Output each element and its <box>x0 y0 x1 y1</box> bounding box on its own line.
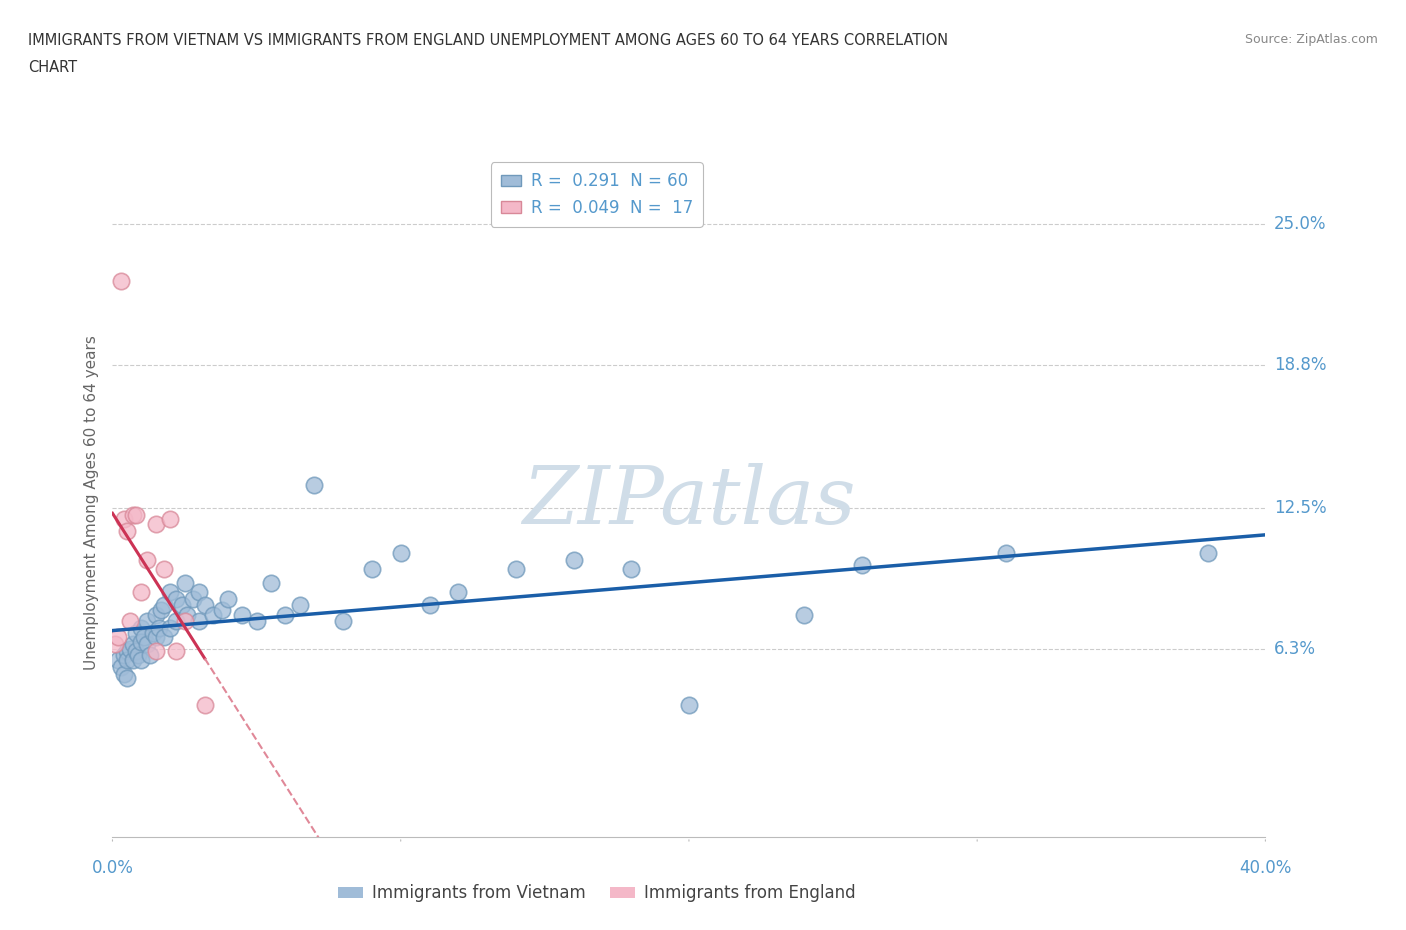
Point <box>115 671 138 685</box>
Point <box>112 648 135 663</box>
Text: 40.0%: 40.0% <box>1239 859 1292 877</box>
Point <box>562 552 585 567</box>
Legend: Immigrants from Vietnam, Immigrants from England: Immigrants from Vietnam, Immigrants from… <box>332 878 862 909</box>
Point <box>793 607 815 622</box>
Text: 0.0%: 0.0% <box>91 859 134 877</box>
Point <box>165 614 187 629</box>
Point <box>260 576 283 591</box>
Text: 25.0%: 25.0% <box>1274 215 1326 233</box>
Point <box>142 625 165 640</box>
Point <box>159 620 181 635</box>
Point <box>129 653 153 668</box>
Point <box>419 598 441 613</box>
Point <box>194 598 217 613</box>
Point <box>124 507 146 522</box>
Point <box>851 557 873 572</box>
Point <box>136 614 159 629</box>
Point <box>148 620 170 635</box>
Point <box>231 607 253 622</box>
Point <box>127 648 149 663</box>
Point <box>202 607 225 622</box>
Point <box>145 630 167 644</box>
Point <box>124 644 146 658</box>
Point <box>678 698 700 712</box>
Point <box>211 603 233 618</box>
Point <box>159 512 181 526</box>
Point <box>129 634 153 649</box>
Point <box>1197 546 1219 561</box>
Point <box>134 630 156 644</box>
Text: 12.5%: 12.5% <box>1274 498 1326 517</box>
Point <box>121 637 143 652</box>
Text: CHART: CHART <box>28 60 77 75</box>
Point <box>165 591 187 606</box>
Text: Source: ZipAtlas.com: Source: ZipAtlas.com <box>1244 33 1378 46</box>
Point <box>118 641 141 656</box>
Point <box>118 614 141 629</box>
Point <box>153 562 176 577</box>
Point <box>121 653 143 668</box>
Point <box>112 666 135 681</box>
Point <box>110 273 132 288</box>
Point <box>136 637 159 652</box>
Point <box>129 584 153 599</box>
Point <box>245 614 267 629</box>
Point <box>129 620 153 635</box>
Point <box>153 630 176 644</box>
Point <box>121 507 143 522</box>
Point <box>110 659 132 674</box>
Point <box>217 591 239 606</box>
Point <box>360 562 382 577</box>
Point <box>288 598 311 613</box>
Point <box>104 637 127 652</box>
Point <box>505 562 527 577</box>
Text: 18.8%: 18.8% <box>1274 356 1326 374</box>
Point <box>173 576 195 591</box>
Point <box>181 591 204 606</box>
Point <box>107 630 129 644</box>
Point <box>332 614 354 629</box>
Point <box>145 644 167 658</box>
Point <box>995 546 1018 561</box>
Text: 6.3%: 6.3% <box>1274 640 1316 658</box>
Point <box>145 516 167 531</box>
Point <box>112 512 135 526</box>
Y-axis label: Unemployment Among Ages 60 to 64 years: Unemployment Among Ages 60 to 64 years <box>83 335 98 670</box>
Point <box>136 552 159 567</box>
Point <box>165 644 187 658</box>
Point <box>115 524 138 538</box>
Point <box>176 607 198 622</box>
Point <box>145 607 167 622</box>
Point <box>124 625 146 640</box>
Point <box>274 607 297 622</box>
Point <box>115 653 138 668</box>
Point <box>194 698 217 712</box>
Text: ZIPatlas: ZIPatlas <box>522 463 856 541</box>
Point <box>139 648 162 663</box>
Point <box>447 584 470 599</box>
Point <box>170 598 193 613</box>
Point <box>115 644 138 658</box>
Point <box>304 478 326 493</box>
Point <box>188 584 211 599</box>
Text: IMMIGRANTS FROM VIETNAM VS IMMIGRANTS FROM ENGLAND UNEMPLOYMENT AMONG AGES 60 TO: IMMIGRANTS FROM VIETNAM VS IMMIGRANTS FR… <box>28 33 948 47</box>
Point <box>620 562 643 577</box>
Point <box>173 614 195 629</box>
Point <box>188 614 211 629</box>
Point <box>389 546 412 561</box>
Point <box>107 653 129 668</box>
Point <box>150 603 173 618</box>
Point <box>153 598 176 613</box>
Point <box>159 584 181 599</box>
